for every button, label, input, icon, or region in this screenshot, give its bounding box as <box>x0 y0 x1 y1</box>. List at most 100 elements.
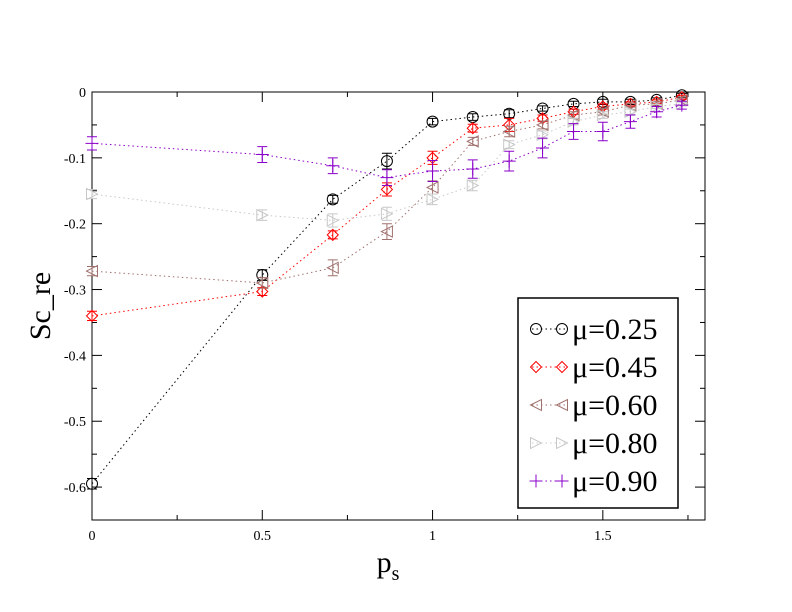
legend-marker <box>555 398 568 412</box>
legend: μ=0.25 μ=0.45 μ=0.60 μ=0.80 μ=0.90 <box>517 297 679 509</box>
legend-label: μ=0.80 <box>572 427 658 460</box>
data-point <box>85 136 99 150</box>
data-point <box>596 108 610 122</box>
legend-box <box>517 297 679 509</box>
legend-entry-1: μ=0.25 <box>530 313 658 346</box>
data-point <box>85 309 99 323</box>
data-point <box>326 193 339 206</box>
x-tick-label: 1 <box>429 529 436 544</box>
legend-marker <box>556 323 568 335</box>
x-tick-label: 1.5 <box>594 529 612 544</box>
data-point <box>85 264 98 278</box>
legend-label: μ=0.90 <box>572 465 658 498</box>
data-point <box>426 115 439 128</box>
error-bar <box>257 209 268 221</box>
data-point <box>466 179 480 192</box>
series-3 <box>85 93 688 290</box>
legend-entry-5: μ=0.90 <box>529 465 658 498</box>
data-point <box>380 155 393 168</box>
error-bar <box>327 259 338 277</box>
legend-marker <box>529 398 542 412</box>
data-point <box>86 477 98 490</box>
series-5 <box>85 98 689 187</box>
data-point <box>650 105 664 119</box>
axis-tick-labels: 0 0.5 1 1.5 0 -0.1 -0.2 -0.3 -0.4 -0.5 -0.6 <box>64 86 612 544</box>
y-tick-label: 0 <box>79 86 86 101</box>
error-bar <box>381 206 392 221</box>
y-tick-label: -0.1 <box>64 152 86 167</box>
data-point <box>326 159 340 173</box>
data-point <box>380 207 394 221</box>
legend-entry-4: μ=0.80 <box>530 427 658 460</box>
error-bar <box>504 109 515 119</box>
y-tick-label: -0.3 <box>64 284 86 299</box>
data-point <box>255 148 269 162</box>
series-layer <box>85 89 689 490</box>
series-line <box>91 96 682 317</box>
error-bar <box>504 125 515 138</box>
data-point <box>256 208 269 222</box>
data-point <box>503 138 516 151</box>
plot-frame <box>91 91 706 521</box>
data-point <box>380 171 394 185</box>
error-bar <box>87 310 97 321</box>
data-point <box>675 98 689 112</box>
data-point <box>466 122 479 135</box>
data-point <box>256 285 269 298</box>
y-tick-label: -0.4 <box>64 349 86 364</box>
data-point <box>502 154 516 168</box>
error-bar <box>327 213 338 228</box>
legend-marker <box>530 436 543 450</box>
data-point <box>380 225 393 238</box>
legend-marker <box>555 360 569 374</box>
y-tick-label: -0.6 <box>64 481 86 496</box>
data-point <box>326 228 339 242</box>
data-point <box>326 214 340 227</box>
data-point <box>535 118 549 132</box>
data-point <box>623 115 637 129</box>
legend-marker <box>530 323 542 335</box>
data-point <box>425 181 439 194</box>
axis-ticks <box>91 91 705 521</box>
data-point <box>466 162 480 176</box>
data-point <box>380 183 394 196</box>
data-point <box>596 125 610 139</box>
data-point <box>566 108 580 122</box>
x-axis-title-main: p <box>377 546 392 579</box>
data-point <box>502 125 516 138</box>
legend-label: μ=0.25 <box>572 313 658 346</box>
legend-entry-3: μ=0.60 <box>529 389 658 422</box>
error-bar <box>327 230 338 240</box>
data-point <box>426 193 440 206</box>
x-tick-label: 0.5 <box>254 529 272 544</box>
data-point <box>567 125 581 139</box>
data-point <box>466 135 479 148</box>
data-point <box>86 187 99 201</box>
error-bar <box>257 277 268 289</box>
legend-label: μ=0.45 <box>572 351 658 384</box>
legend-marker <box>529 474 543 488</box>
error-bar <box>467 179 478 192</box>
series-2 <box>85 91 689 323</box>
error-bar <box>327 194 338 204</box>
y-tick-label: -0.2 <box>64 218 86 233</box>
error-bar <box>467 113 478 121</box>
error-bar <box>381 223 392 240</box>
error-bar <box>537 105 548 112</box>
legend-entry-2: μ=0.45 <box>529 351 658 384</box>
data-point <box>536 102 549 115</box>
data-point <box>255 276 269 290</box>
legend-label: μ=0.60 <box>572 389 658 422</box>
data-point <box>623 98 637 112</box>
y-axis-title: Sc_re <box>24 272 57 340</box>
data-point <box>426 164 440 178</box>
data-point <box>536 128 550 142</box>
data-point <box>536 141 550 155</box>
error-bar <box>427 193 438 206</box>
legend-marker <box>556 436 569 450</box>
error-bar <box>467 123 478 133</box>
data-point <box>624 105 638 119</box>
x-axis-title-subscript: s <box>392 563 400 585</box>
data-point <box>326 261 339 275</box>
